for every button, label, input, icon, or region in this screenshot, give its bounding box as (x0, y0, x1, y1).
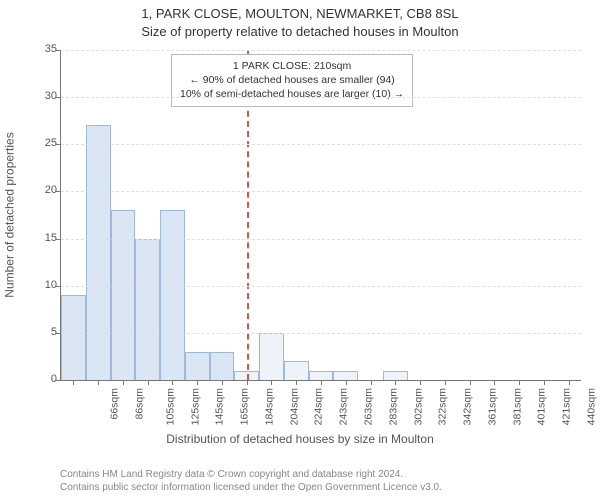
x-tick-label: 243sqm (338, 388, 350, 425)
x-tick-label: 381sqm (511, 388, 523, 425)
x-tick-label: 421sqm (560, 388, 572, 425)
y-tick-label: 15 (29, 232, 57, 244)
x-tick-mark (346, 380, 347, 385)
histogram-bar (309, 371, 334, 380)
histogram-bar (284, 361, 309, 380)
y-axis-label: Number of detached properties (2, 0, 18, 430)
y-tick-label: 0 (29, 373, 57, 385)
footer-line1: Contains HM Land Registry data © Crown c… (60, 468, 442, 481)
x-tick-label: 322sqm (437, 388, 449, 425)
x-tick-mark (371, 380, 372, 385)
y-tick-label: 25 (29, 137, 57, 149)
x-tick-mark (271, 380, 272, 385)
footer-attribution: Contains HM Land Registry data © Crown c… (60, 468, 442, 494)
x-tick-label: 263sqm (362, 388, 374, 425)
chart-subtitle: Size of property relative to detached ho… (0, 24, 600, 39)
x-tick-mark (470, 380, 471, 385)
x-tick-label: 66sqm (109, 388, 121, 420)
y-tick-label: 35 (29, 43, 57, 55)
x-tick-mark (247, 380, 248, 385)
histogram-bar (61, 295, 86, 380)
y-tick-label: 20 (29, 184, 57, 196)
histogram-bar (111, 210, 136, 380)
x-tick-mark (98, 380, 99, 385)
grid-line (61, 286, 581, 287)
x-tick-mark (420, 380, 421, 385)
histogram-bar (160, 210, 185, 380)
annotation-box: 1 PARK CLOSE: 210sqm ← 90% of detached h… (171, 54, 413, 107)
y-tick-label: 30 (29, 90, 57, 102)
histogram-bar (383, 371, 408, 380)
x-tick-label: 283sqm (387, 388, 399, 425)
x-tick-mark (544, 380, 545, 385)
x-tick-mark (494, 380, 495, 385)
x-tick-mark (148, 380, 149, 385)
x-tick-mark (519, 380, 520, 385)
annotation-line1: 1 PARK CLOSE: 210sqm (180, 59, 404, 73)
x-tick-label: 361sqm (486, 388, 498, 425)
x-tick-mark (321, 380, 322, 385)
x-tick-label: 125sqm (189, 388, 201, 425)
grid-line (61, 50, 581, 51)
x-tick-mark (395, 380, 396, 385)
x-tick-mark (197, 380, 198, 385)
x-tick-label: 86sqm (134, 388, 146, 420)
x-tick-mark (445, 380, 446, 385)
grid-line (61, 239, 581, 240)
x-tick-label: 145sqm (214, 388, 226, 425)
plot-area: 1 PARK CLOSE: 210sqm ← 90% of detached h… (60, 50, 581, 381)
histogram-bar (333, 371, 358, 380)
x-tick-mark (296, 380, 297, 385)
grid-line (61, 97, 581, 98)
x-tick-mark (123, 380, 124, 385)
x-tick-label: 224sqm (313, 388, 325, 425)
histogram-bar (259, 333, 284, 380)
histogram-bar (135, 239, 160, 380)
chart-container: 1, PARK CLOSE, MOULTON, NEWMARKET, CB8 8… (0, 0, 600, 500)
histogram-bar (185, 352, 210, 380)
x-axis-label: Distribution of detached houses by size … (0, 432, 600, 446)
y-tick-label: 5 (29, 326, 57, 338)
x-tick-label: 440sqm (585, 388, 597, 425)
y-tick-label: 10 (29, 279, 57, 291)
annotation-line2: ← 90% of detached houses are smaller (94… (180, 73, 404, 87)
annotation-line3: 10% of semi-detached houses are larger (… (180, 87, 404, 101)
x-tick-label: 165sqm (239, 388, 251, 425)
chart-title: 1, PARK CLOSE, MOULTON, NEWMARKET, CB8 8… (0, 6, 600, 21)
x-tick-mark (569, 380, 570, 385)
histogram-bar (210, 352, 235, 380)
grid-line (61, 144, 581, 145)
x-tick-label: 204sqm (288, 388, 300, 425)
grid-line (61, 333, 581, 334)
x-tick-label: 105sqm (164, 388, 176, 425)
x-tick-mark (172, 380, 173, 385)
grid-line (61, 191, 581, 192)
x-tick-label: 184sqm (263, 388, 275, 425)
x-tick-label: 401sqm (536, 388, 548, 425)
histogram-bar (86, 125, 111, 380)
x-tick-label: 342sqm (461, 388, 473, 425)
x-tick-mark (73, 380, 74, 385)
x-tick-label: 302sqm (412, 388, 424, 425)
x-tick-mark (222, 380, 223, 385)
footer-line2: Contains public sector information licen… (60, 481, 442, 494)
